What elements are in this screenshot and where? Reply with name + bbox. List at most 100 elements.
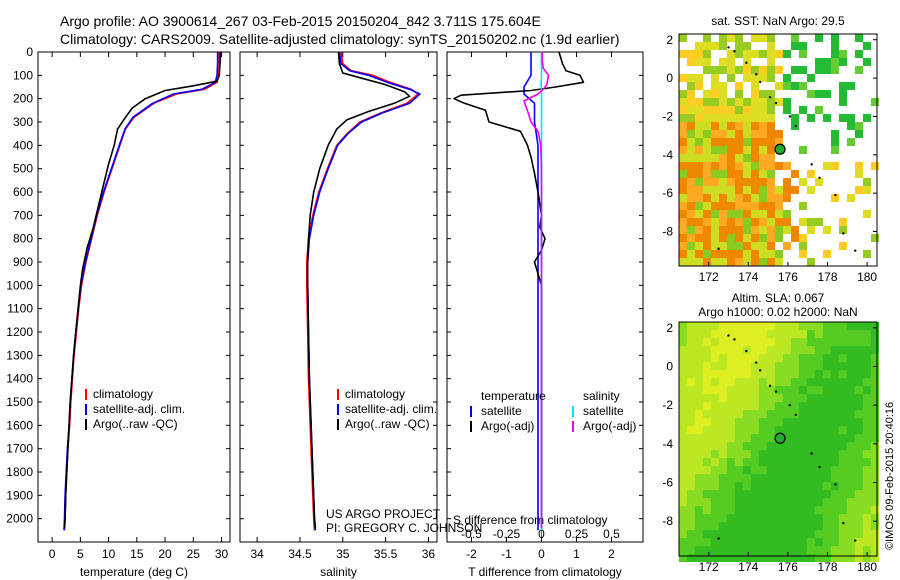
map-cell: [759, 162, 767, 170]
map-cell: [807, 474, 815, 482]
map-cell: [767, 522, 775, 530]
map-cell: [783, 194, 791, 202]
map-cell: [719, 442, 727, 450]
map-cell: [751, 434, 759, 442]
map-cell: [759, 554, 767, 562]
map-cell: [759, 186, 767, 194]
series-line: [523, 52, 539, 531]
map-cell: [679, 346, 687, 354]
map-cell: [679, 98, 687, 106]
map-cell: [847, 330, 855, 338]
map-cell: [767, 146, 775, 154]
map-cell: [775, 386, 783, 394]
map-cell: [703, 226, 711, 234]
map-cell: [703, 482, 711, 490]
map-cell: [751, 410, 759, 418]
map-cell: [855, 130, 863, 138]
map-cell: [831, 130, 839, 138]
map-cell: [687, 378, 695, 386]
map-cell: [711, 258, 719, 266]
map-cell: [727, 154, 735, 162]
map-cell: [703, 170, 711, 178]
map-cell: [839, 58, 847, 66]
map-cell: [743, 186, 751, 194]
map-cell: [855, 66, 863, 74]
map-cell: [823, 426, 831, 434]
map-cell: [727, 474, 735, 482]
coast-dot: [733, 338, 736, 341]
map-cell: [711, 514, 719, 522]
map-cell: [767, 226, 775, 234]
map-cell: [703, 178, 711, 186]
map-cell: [711, 418, 719, 426]
map-cell: [799, 546, 807, 554]
map-cell: [799, 442, 807, 450]
coast-dot: [854, 539, 857, 542]
map-cell: [815, 522, 823, 530]
map-cell: [735, 170, 743, 178]
map-cell: [759, 210, 767, 218]
map-cell: [703, 354, 711, 362]
y-tick-label: -6: [662, 476, 673, 490]
coast-dot: [794, 124, 798, 128]
x-tick-label: -1: [501, 547, 512, 561]
map-cell: [775, 130, 783, 138]
map-cell: [871, 458, 879, 466]
map-cell: [839, 450, 847, 458]
map-cell: [711, 90, 719, 98]
map-cell: [679, 106, 687, 114]
map-cell: [775, 362, 783, 370]
salinity-tick-label: -0.25: [493, 527, 521, 541]
map-cell: [711, 530, 719, 538]
map-cell: [695, 330, 703, 338]
map-cell: [751, 426, 759, 434]
map-cell: [775, 490, 783, 498]
map-cell: [679, 386, 687, 394]
map-cell: [703, 98, 711, 106]
map-cell: [799, 490, 807, 498]
map-cell: [759, 242, 767, 250]
coast-dot: [758, 80, 762, 84]
map-cell: [863, 42, 871, 50]
map-cell: [711, 450, 719, 458]
map-cell: [711, 410, 719, 418]
map-cell: [767, 410, 775, 418]
map-cell: [719, 530, 727, 538]
map-frame: [678, 321, 878, 557]
x-tick-label: 176: [778, 270, 798, 284]
map-cell: [687, 410, 695, 418]
map-cell: [863, 506, 871, 514]
map-cell: [855, 394, 863, 402]
map-cell: [823, 474, 831, 482]
map-cell: [743, 146, 751, 154]
map-cell: [831, 538, 839, 546]
map-cell: [687, 202, 695, 210]
map-cell: [783, 498, 791, 506]
map-cell: [711, 42, 719, 50]
map-cell: [863, 402, 871, 410]
argo-float-marker: [774, 432, 786, 444]
map-cell: [831, 346, 839, 354]
map-cell: [839, 514, 847, 522]
map-cell: [679, 410, 687, 418]
map-cell: [719, 250, 727, 258]
map-cell: [847, 82, 855, 90]
map-cell: [815, 426, 823, 434]
map-cell: [799, 522, 807, 530]
map-cell: [831, 410, 839, 418]
map-cell: [759, 506, 767, 514]
map-cell: [847, 554, 855, 562]
map-cell: [783, 522, 791, 530]
map-cell: [751, 482, 759, 490]
map-cell: [807, 506, 815, 514]
legend-label: satellite: [481, 404, 522, 418]
map-cell: [687, 474, 695, 482]
map-cell: [815, 346, 823, 354]
map-cell: [703, 442, 711, 450]
map-cell: [783, 186, 791, 194]
map-cell: [799, 234, 807, 242]
map-cell: [823, 378, 831, 386]
map-cell: [743, 530, 751, 538]
map-cell: [767, 402, 775, 410]
map-cell: [719, 490, 727, 498]
